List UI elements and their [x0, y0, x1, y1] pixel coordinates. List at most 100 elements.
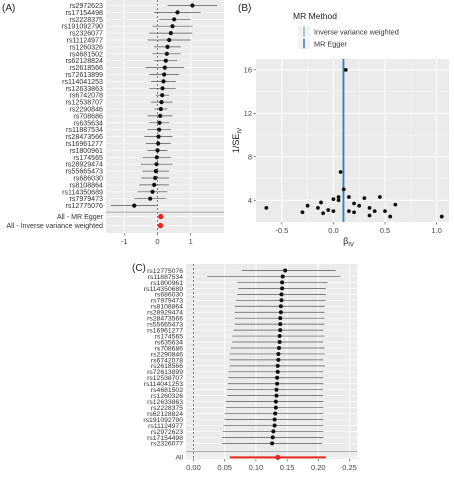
tick-label: 0.00: [186, 463, 201, 472]
estimate-point: [154, 162, 159, 167]
estimate-point: [162, 72, 167, 77]
x-axis-title-main: β: [343, 236, 348, 246]
row-label: rs72613899: [66, 71, 104, 79]
estimate-point: [276, 351, 281, 356]
tick-label: 0.5: [380, 226, 390, 235]
estimate-point: [190, 3, 195, 8]
row-label: rs2618566: [151, 363, 183, 370]
data-point: [336, 198, 341, 203]
data-point: [352, 210, 356, 215]
data-point: [305, 203, 310, 208]
row-label: rs28929474: [66, 161, 104, 169]
estimate-point: [161, 79, 166, 84]
tick-label: -1: [121, 237, 128, 246]
estimate-point: [278, 316, 283, 321]
legend: MR Method Inverse variance weighted MR Egg…: [293, 11, 399, 49]
row-label: rs17154498: [147, 435, 183, 442]
estimate-point: [270, 435, 275, 440]
estimate-point: [275, 375, 280, 380]
data-point: [300, 210, 305, 215]
estimate-point: [277, 340, 282, 345]
estimate-point: [280, 280, 285, 285]
estimate-point: [274, 393, 279, 398]
row-label: rs2972623: [69, 2, 103, 10]
estimate-point: [157, 127, 162, 132]
row-label: rs12775076: [147, 268, 183, 275]
data-point: [264, 205, 269, 210]
estimate-point: [164, 51, 169, 56]
estimate-point: [275, 369, 280, 374]
row-label: rs12633863: [147, 399, 183, 406]
row-label: rs1800961: [69, 147, 103, 155]
row-label: rs114350689: [62, 188, 103, 196]
row-label: rs55665473: [147, 322, 183, 329]
row-label: rs12775076: [66, 202, 104, 210]
row-label: rs174565: [73, 154, 103, 162]
row-label: rs28473566: [66, 133, 104, 141]
row-label: rs28929474: [147, 310, 183, 317]
tick-label: 16: [244, 65, 252, 74]
tick-label: 12: [244, 109, 252, 118]
estimate-point: [279, 292, 284, 297]
data-point: [372, 209, 377, 214]
estimate-point: [276, 357, 281, 362]
estimate-point: [172, 17, 177, 22]
estimate-point: [158, 106, 163, 112]
row-label: rs16961277: [147, 327, 183, 334]
tick-label: 8: [248, 152, 252, 161]
x-axis-title-sub: IV: [348, 243, 354, 249]
row-label: rs686030: [155, 292, 184, 299]
row-label: rs6742078: [151, 357, 183, 364]
estimate-point: [275, 381, 280, 386]
summary-label: All - Inverse variance weighted: [6, 222, 103, 230]
row-label: rs7979473: [69, 195, 103, 203]
row-label: rs6742078: [69, 92, 103, 100]
estimate-point: [167, 37, 172, 43]
estimate-point: [152, 182, 157, 187]
data-point: [346, 195, 351, 199]
estimate-point: [170, 24, 175, 29]
row-label: rs2972623: [151, 429, 183, 436]
row-label: rs1260326: [151, 393, 183, 400]
estimate-point: [273, 411, 278, 416]
row-label: rs191092790: [62, 23, 103, 31]
tick-label: 0.0: [328, 226, 338, 235]
row-label: rs114041253: [62, 78, 103, 86]
estimate-point: [275, 363, 280, 368]
estimate-point: [153, 169, 158, 174]
row-label: rs4681502: [151, 387, 183, 394]
row-label: rs62128824: [147, 411, 183, 418]
estimate-point: [162, 65, 167, 70]
estimate-point: [165, 44, 170, 50]
row-label: rs62128824: [66, 57, 104, 65]
row-label: rs4681502: [69, 50, 103, 58]
data-point: [367, 213, 372, 218]
estimate-point: [277, 334, 282, 339]
row-label: rs1260326: [69, 43, 103, 51]
legend-entry-label: Inverse variance weighted: [314, 27, 399, 36]
row-label: rs12633863: [66, 85, 104, 93]
row-label: rs2228375: [69, 16, 103, 24]
estimate-point: [273, 399, 278, 404]
row-label: rs12538707: [147, 375, 183, 382]
estimate-point: [271, 429, 276, 434]
estimate-point: [273, 405, 278, 410]
row-label: rs1800961: [151, 280, 183, 287]
data-point: [388, 214, 393, 219]
summary-label: All - MR Egger: [57, 213, 104, 221]
row-label: rs11124977: [67, 36, 103, 44]
tick-label: 0.25: [342, 463, 357, 472]
data-point: [357, 203, 362, 208]
estimate-point: [274, 387, 279, 392]
panel-c: (C) rs12775076rs11887534rs1800961rs114350…: [132, 263, 357, 472]
row-label: rs8108864: [151, 304, 183, 311]
row-label: rs11124977: [148, 423, 183, 430]
row-label: rs8108864: [69, 181, 103, 189]
legend-entry-label: MR Egger: [314, 39, 347, 48]
data-point: [352, 201, 356, 206]
estimate-point: [272, 417, 277, 422]
summary-estimate-point: [157, 222, 164, 229]
plot-background: [186, 264, 357, 459]
